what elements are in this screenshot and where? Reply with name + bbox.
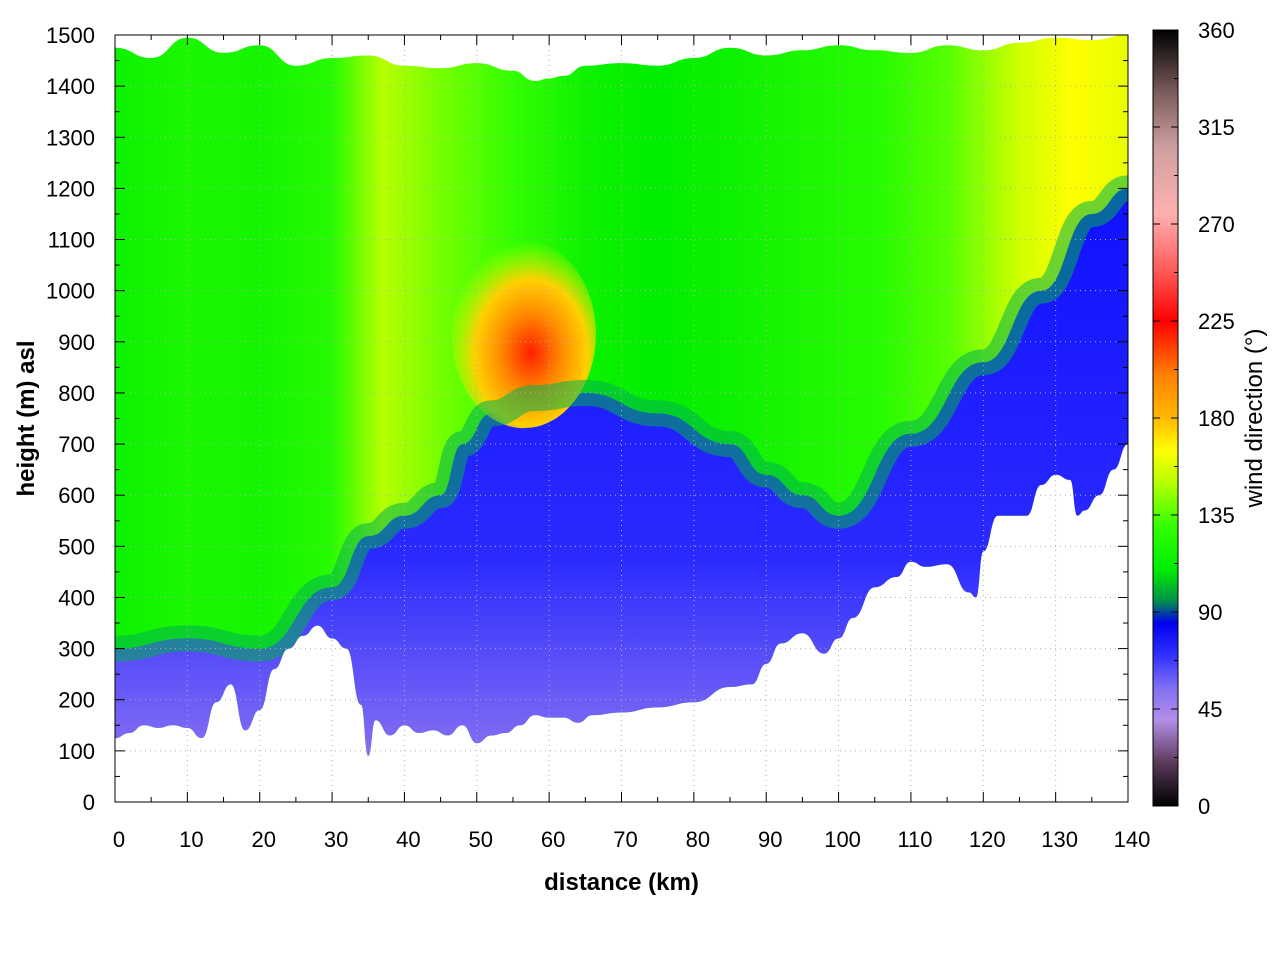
x-tick-label: 20 <box>251 827 275 852</box>
colorbar-tick-label: 0 <box>1198 794 1210 819</box>
y-tick-label: 1300 <box>46 125 95 150</box>
x-axis: 0 10 20 30 40 50 60 70 80 90 100 110 120 130 140 <box>113 35 1150 852</box>
y-tick-label: 500 <box>58 534 95 559</box>
y-tick-label: 800 <box>58 381 95 406</box>
y-axis: 0 100 200 300 400 500 600 700 800 900 1000 1100 1200… <box>46 23 1128 815</box>
y-tick-label: 600 <box>58 483 95 508</box>
x-tick-label: 10 <box>179 827 203 852</box>
y-tick-label: 900 <box>58 330 95 355</box>
colorbar-tick-label: 135 <box>1198 503 1235 528</box>
x-axis-title: distance (km) <box>544 869 699 896</box>
y-tick-label: 400 <box>58 585 95 610</box>
y-tick-label: 0 <box>83 790 95 815</box>
y-tick-label: 1500 <box>46 23 95 48</box>
y-tick-label: 1000 <box>46 279 95 304</box>
x-tick-label: 0 <box>113 827 125 852</box>
y-tick-label: 200 <box>58 688 95 713</box>
y-tick-label: 1200 <box>46 176 95 201</box>
colorbar-title: wind direction (°) <box>1241 329 1268 509</box>
colorbar-tick-label: 90 <box>1198 600 1222 625</box>
y-tick-label: 700 <box>58 432 95 457</box>
x-tick-label: 120 <box>969 827 1006 852</box>
colorbar-tick-label: 225 <box>1198 309 1235 334</box>
x-tick-label: 100 <box>824 827 861 852</box>
colorbar-tick-label: 270 <box>1198 212 1235 237</box>
y-axis-title: height (m) asl <box>13 340 40 496</box>
colorbar-tick-label: 45 <box>1198 697 1222 722</box>
y-tick-label: 1100 <box>48 228 95 253</box>
x-tick-label: 40 <box>396 827 420 852</box>
x-tick-label: 50 <box>469 827 493 852</box>
colorbar-tick-label: 360 <box>1198 18 1235 43</box>
x-tick-label: 130 <box>1041 827 1078 852</box>
x-tick-label: 60 <box>541 827 565 852</box>
x-tick-label: 30 <box>324 827 348 852</box>
x-tick-label: 110 <box>897 827 932 852</box>
colorbar-ticks: 0 45 90 135 180 225 270 315 360 <box>1153 18 1235 819</box>
x-tick-label: 90 <box>758 827 782 852</box>
transition-band <box>115 175 1128 662</box>
y-tick-label: 1400 <box>46 74 95 99</box>
colorbar-tick-label: 180 <box>1198 406 1235 431</box>
x-tick-label: 70 <box>613 827 637 852</box>
x-tick-label: 140 <box>1114 827 1151 852</box>
colorbar-tick-label: 315 <box>1198 115 1235 140</box>
x-tick-label: 80 <box>686 827 710 852</box>
y-tick-label: 300 <box>58 637 95 662</box>
warm-core-region <box>451 240 596 429</box>
y-tick-label: 100 <box>58 739 95 764</box>
